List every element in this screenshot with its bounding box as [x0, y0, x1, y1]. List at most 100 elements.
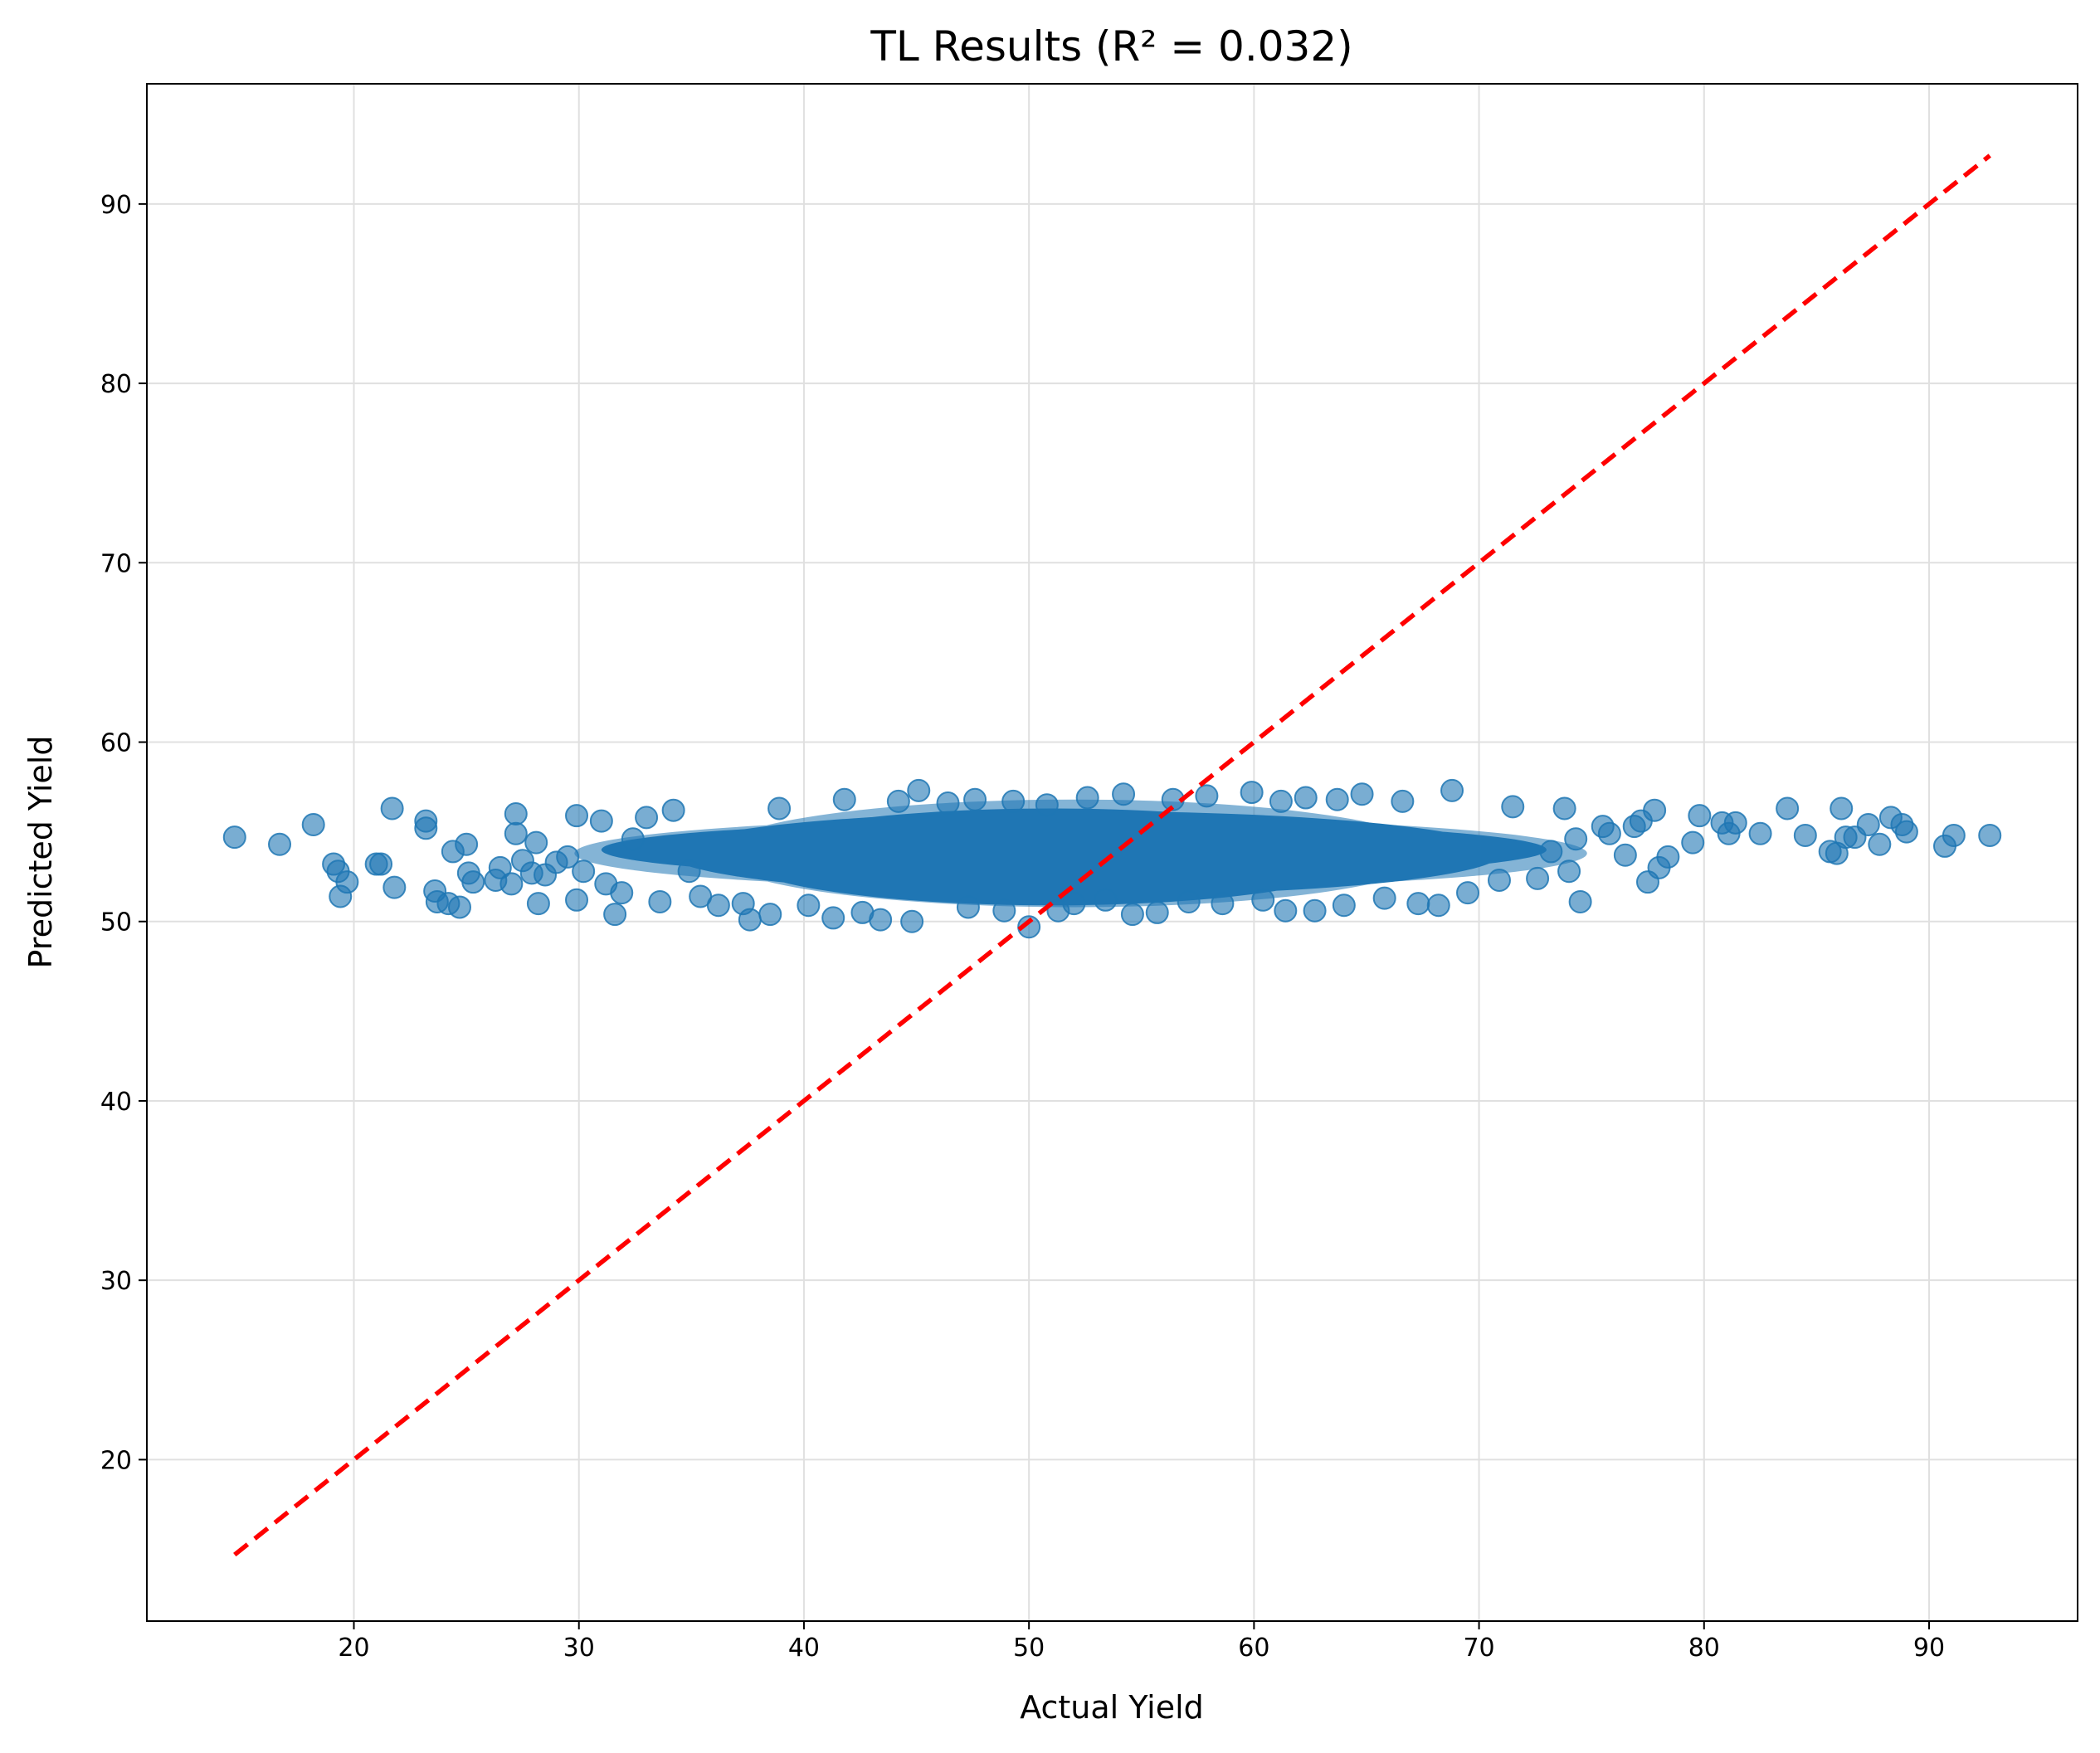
data-point	[1681, 830, 1705, 855]
data-point	[1145, 900, 1169, 924]
data-point	[1487, 869, 1511, 893]
data-point	[1552, 796, 1576, 821]
y-tick-label: 70	[100, 549, 132, 578]
grid	[147, 84, 2078, 1621]
x-tick-label: 60	[1238, 1634, 1269, 1663]
data-point	[1830, 796, 1854, 821]
data-point	[1350, 782, 1374, 806]
y-axis-ticks: 20 30 40 50 60 70 80 90	[100, 191, 147, 1475]
data-point	[1868, 832, 1892, 856]
data-point	[706, 894, 730, 918]
data-point	[335, 870, 359, 894]
data-point	[1240, 781, 1264, 805]
data-point	[900, 909, 924, 933]
data-point	[1332, 894, 1356, 918]
data-point	[1748, 821, 1772, 845]
data-point	[556, 845, 580, 869]
data-point	[1856, 812, 1880, 836]
y-tick-label: 40	[100, 1088, 132, 1117]
data-point	[992, 898, 1016, 923]
x-tick-label: 70	[1463, 1634, 1494, 1663]
data-point	[380, 796, 404, 821]
data-point	[1776, 796, 1800, 821]
data-point	[936, 791, 960, 816]
x-tick-label: 50	[1013, 1634, 1045, 1663]
data-point	[1269, 789, 1293, 813]
data-point	[1017, 915, 1041, 939]
data-point	[504, 802, 528, 826]
data-point	[677, 859, 701, 884]
data-point	[1426, 894, 1450, 918]
data-point	[589, 809, 613, 833]
data-point	[1391, 789, 1415, 813]
data-point	[1001, 789, 1026, 813]
data-point	[1656, 845, 1680, 869]
plot-frame	[146, 83, 2078, 1622]
data-point	[1195, 784, 1219, 808]
x-tick-label: 30	[563, 1634, 595, 1663]
data-point	[1688, 804, 1712, 828]
data-point	[1075, 786, 1099, 810]
data-point	[1094, 888, 1118, 912]
chart-title: TL Results (R² = 0.032)	[870, 22, 1352, 71]
data-point	[572, 859, 596, 884]
data-point	[369, 852, 393, 876]
y-tick-label: 90	[100, 191, 132, 220]
data-point	[1211, 892, 1235, 916]
data-point	[1372, 886, 1396, 910]
data-point	[447, 895, 471, 919]
data-point	[603, 903, 627, 927]
data-point	[1251, 888, 1275, 912]
x-axis-ticks: 20 30 40 50 60 70 80 90	[338, 1621, 1945, 1663]
data-point	[1793, 823, 1817, 847]
data-point	[565, 804, 589, 828]
data-point	[661, 798, 685, 822]
data-point	[1643, 798, 1667, 822]
data-point	[1325, 787, 1349, 811]
data-point	[1274, 898, 1298, 923]
data-point	[1526, 866, 1550, 890]
data-point	[499, 872, 524, 896]
x-tick-label: 80	[1688, 1634, 1720, 1663]
data-point	[869, 908, 893, 932]
y-tick-label: 60	[100, 729, 132, 758]
y-tick-label: 50	[100, 908, 132, 937]
data-point	[907, 778, 931, 802]
data-point	[635, 806, 659, 830]
data-point	[1062, 892, 1086, 916]
data-point	[1539, 840, 1563, 864]
data-point	[1557, 859, 1581, 884]
data-point	[301, 812, 325, 836]
data-point	[1303, 898, 1327, 923]
data-point	[504, 821, 528, 845]
data-points	[222, 778, 2002, 939]
data-point	[821, 906, 845, 930]
data-point	[610, 881, 634, 905]
data-point	[268, 832, 292, 856]
data-point	[488, 855, 512, 879]
data-point	[1440, 778, 1464, 802]
data-point	[738, 908, 762, 932]
y-tick-label: 20	[100, 1446, 132, 1475]
data-point	[1177, 889, 1201, 913]
data-point	[621, 827, 645, 851]
data-point	[648, 889, 672, 913]
data-point	[758, 903, 782, 927]
data-point	[767, 796, 792, 821]
data-point	[1501, 795, 1525, 819]
data-point	[461, 870, 485, 894]
data-point	[956, 895, 980, 919]
data-point	[1406, 892, 1430, 916]
point-cloud	[574, 799, 1587, 908]
data-point	[797, 894, 821, 918]
data-point	[886, 789, 910, 813]
data-point	[1723, 811, 1747, 835]
y-tick-label: 80	[100, 370, 132, 399]
data-point	[565, 888, 589, 912]
data-point	[1564, 827, 1588, 851]
data-point	[1942, 823, 1966, 847]
data-point	[963, 787, 987, 811]
data-point	[1294, 786, 1318, 810]
point-cloud-halo	[574, 799, 1587, 908]
